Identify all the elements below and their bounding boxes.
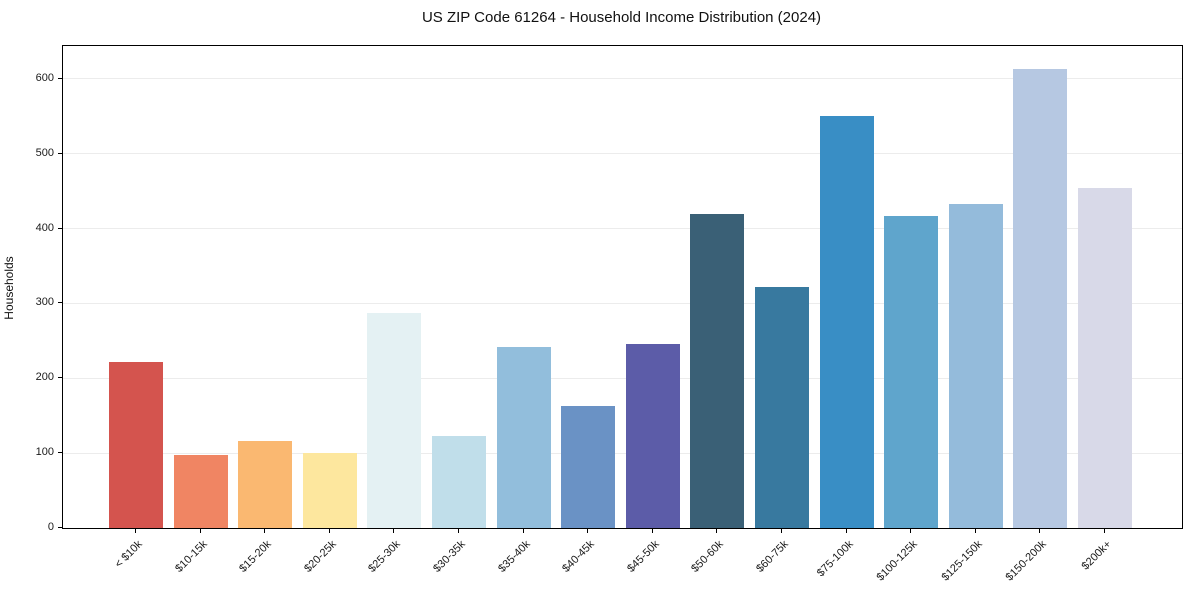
bar-3 <box>238 441 293 528</box>
x-tick-mark <box>393 529 395 533</box>
bar-12 <box>819 115 874 528</box>
y-tick-label: 0 <box>47 521 54 533</box>
chart-title: US ZIP Code 61264 - Household Income Dis… <box>421 9 822 26</box>
x-tick-mark <box>716 529 718 533</box>
y-tick-mark <box>58 227 62 229</box>
x-tick-mark <box>845 529 847 533</box>
x-tick-label: < $10k <box>112 538 145 571</box>
x-tick-mark <box>974 529 976 533</box>
y-tick-mark <box>58 527 62 528</box>
y-tick-mark <box>58 452 62 454</box>
x-tick-mark <box>1039 529 1041 533</box>
gridline-y-200 <box>63 377 1182 379</box>
y-tick-mark <box>58 302 62 304</box>
y-tick-mark <box>58 152 62 154</box>
gridline-y-500 <box>63 153 1182 155</box>
plot-area <box>62 45 1183 529</box>
x-tick-mark <box>199 529 201 533</box>
x-tick-mark <box>135 529 136 533</box>
bar-16 <box>1078 188 1132 528</box>
bar-10 <box>690 214 745 528</box>
bar-2 <box>173 454 228 528</box>
y-tick-label: 500 <box>35 146 54 159</box>
x-tick-mark <box>522 529 524 533</box>
y-tick-label: 400 <box>35 221 54 234</box>
bar-1 <box>109 361 163 528</box>
y-tick-label: 100 <box>35 446 54 459</box>
bar-8 <box>561 406 616 528</box>
y-tick-mark <box>58 377 62 379</box>
x-tick-mark <box>910 529 912 533</box>
bar-9 <box>625 343 680 528</box>
bar-11 <box>755 287 809 528</box>
y-axis-label-text: Households <box>2 256 16 320</box>
x-tick-mark <box>264 529 266 533</box>
bar-14 <box>948 203 1003 528</box>
x-tick-mark <box>781 529 782 533</box>
gridline-y-400 <box>63 228 1182 230</box>
x-tick-mark <box>1104 529 1105 533</box>
y-tick-label: 200 <box>35 371 54 384</box>
x-tick-mark <box>458 529 459 533</box>
bar-6 <box>432 435 486 528</box>
bar-4 <box>302 453 357 528</box>
y-tick-label: 300 <box>35 296 54 309</box>
bar-13 <box>884 215 939 528</box>
y-tick-mark <box>58 77 62 79</box>
bar-7 <box>496 346 551 528</box>
gridline-y-600 <box>63 78 1182 80</box>
bar-5 <box>367 313 422 528</box>
gridline-y-300 <box>63 302 1182 304</box>
gridline-y-100 <box>63 452 1182 454</box>
y-tick-label: 600 <box>35 71 54 84</box>
bar-15 <box>1013 69 1068 528</box>
x-tick-mark <box>651 529 653 533</box>
x-tick-mark <box>587 529 589 533</box>
x-tick-mark <box>328 529 330 533</box>
